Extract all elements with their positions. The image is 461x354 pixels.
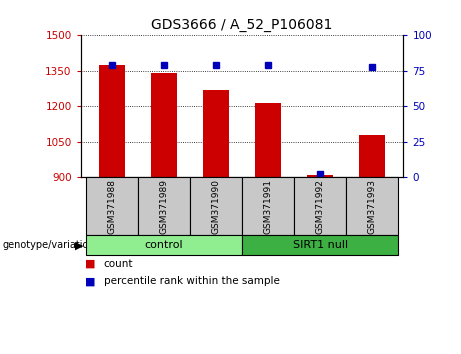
- Text: GSM371991: GSM371991: [264, 179, 272, 234]
- Text: GSM371990: GSM371990: [212, 179, 220, 234]
- Bar: [203, 90, 229, 177]
- Bar: [151, 73, 177, 177]
- Bar: [307, 175, 333, 177]
- Text: count: count: [104, 259, 133, 269]
- Bar: [359, 135, 385, 177]
- Text: GSM371992: GSM371992: [316, 179, 325, 234]
- Text: ▶: ▶: [75, 240, 83, 250]
- Text: GSM371989: GSM371989: [160, 179, 168, 234]
- Bar: [99, 65, 125, 177]
- Text: percentile rank within the sample: percentile rank within the sample: [104, 276, 280, 286]
- Text: GSM371993: GSM371993: [367, 179, 377, 234]
- Text: SIRT1 null: SIRT1 null: [293, 240, 348, 250]
- Text: genotype/variation: genotype/variation: [2, 240, 95, 250]
- Bar: [255, 103, 281, 177]
- Text: ■: ■: [85, 276, 96, 286]
- Text: control: control: [145, 240, 183, 250]
- Text: GSM371988: GSM371988: [107, 179, 117, 234]
- Text: ■: ■: [85, 259, 96, 269]
- Text: GDS3666 / A_52_P106081: GDS3666 / A_52_P106081: [151, 18, 333, 32]
